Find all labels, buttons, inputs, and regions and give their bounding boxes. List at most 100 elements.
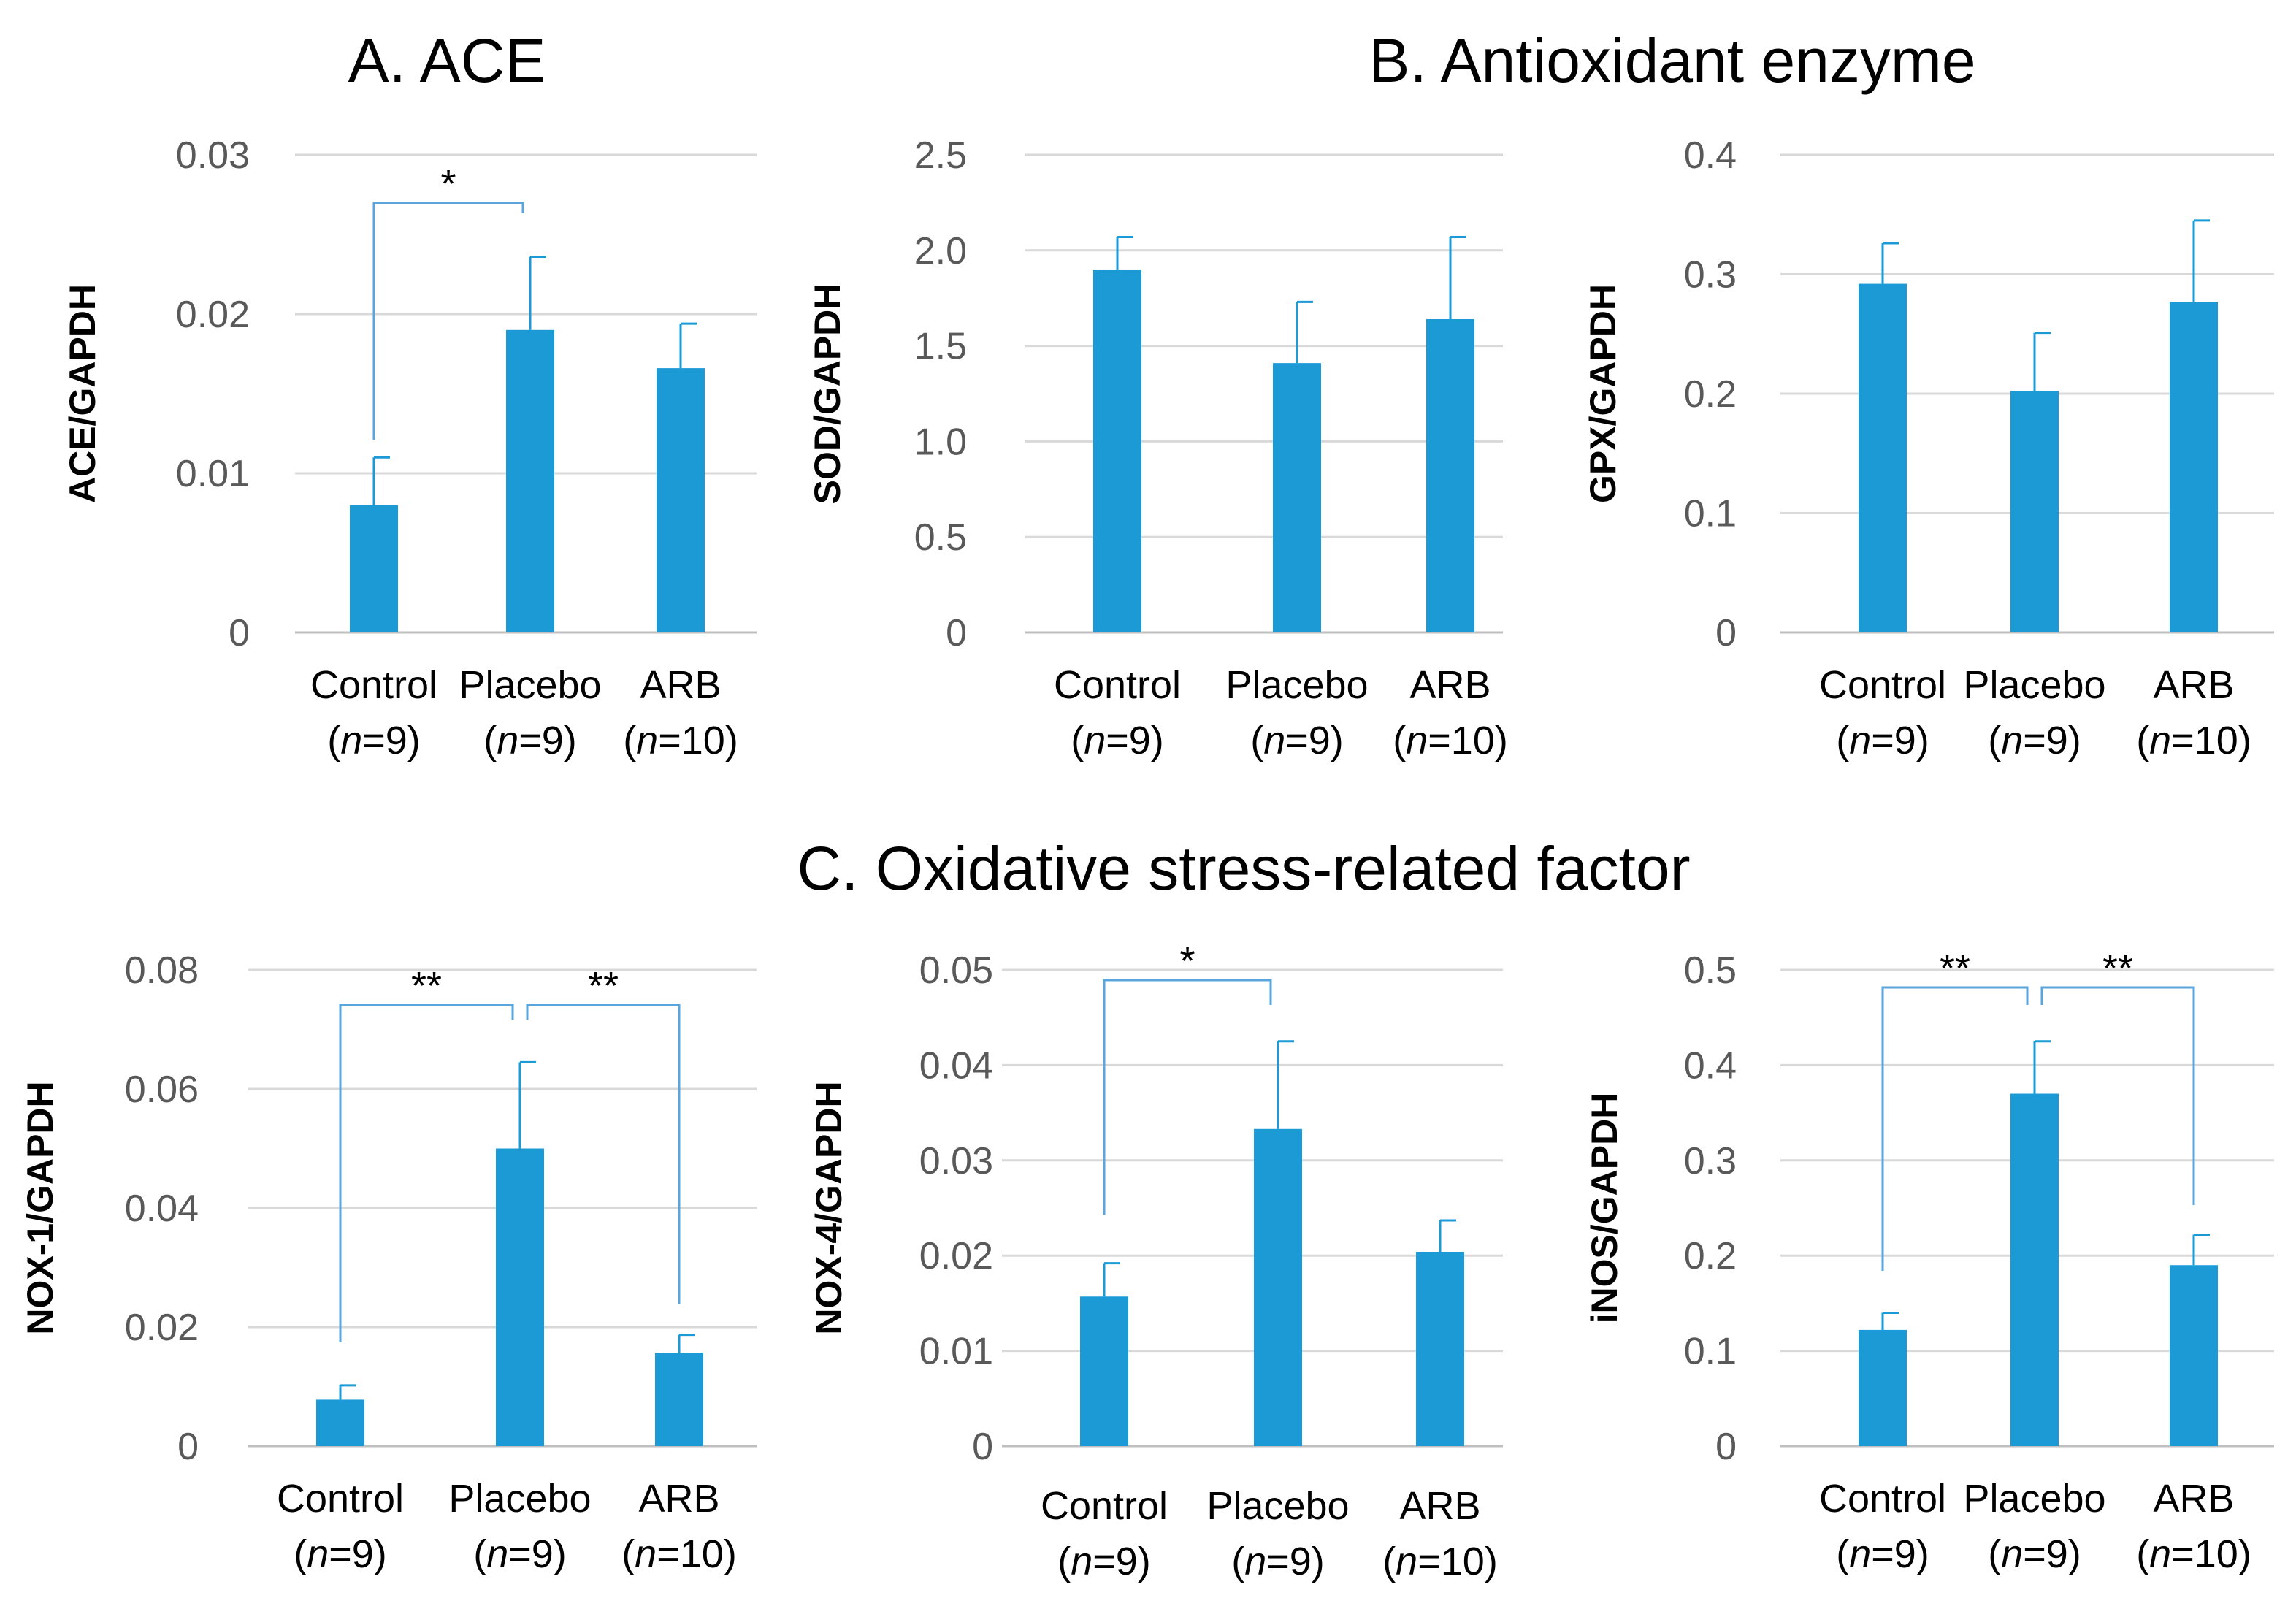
bar-control xyxy=(1859,283,1907,632)
bar-arb xyxy=(2170,1265,2218,1446)
y-tick-label: 0 xyxy=(1715,1426,1737,1468)
significance-marker: * xyxy=(440,162,456,206)
y-tick-label: 0.3 xyxy=(1684,1140,1737,1182)
sample-size-label: (n=10) xyxy=(1393,719,1508,762)
sample-size-label: (n=9) xyxy=(1231,1540,1325,1583)
bar-placebo xyxy=(1254,1128,1302,1446)
y-tick-label: 0.01 xyxy=(919,1331,993,1373)
y-tick-label: 2.0 xyxy=(914,230,967,272)
sample-size-label: (n=9) xyxy=(327,719,421,762)
y-tick-label: 1.5 xyxy=(914,326,967,368)
section-title-oxidative-stress: C. Oxidative stress-related factor xyxy=(797,834,1690,903)
category-label: Control xyxy=(1054,663,1181,707)
y-tick-label: 0.3 xyxy=(1684,254,1737,297)
significance-bracket xyxy=(372,202,524,440)
sample-size-label: (n=9) xyxy=(1250,719,1344,762)
y-tick-label: 0.5 xyxy=(914,516,967,559)
category-label: Placebo xyxy=(1206,1484,1349,1528)
bar-arb xyxy=(655,1353,703,1446)
bar-placebo xyxy=(506,329,554,632)
y-axis-label: ACE/GAPDH xyxy=(62,284,103,503)
y-tick-label: 0.02 xyxy=(125,1307,199,1349)
category-label: Placebo xyxy=(448,1477,591,1521)
y-tick-label: 0.08 xyxy=(125,949,199,992)
sample-size-label: (n=9) xyxy=(1988,1532,2081,1576)
y-tick-label: 0 xyxy=(972,1426,993,1468)
y-tick-label: 0.1 xyxy=(1684,1331,1737,1373)
chart-nox-4: 0 0.01 0.02 0.03 0.04 0.05 NOX-4/GAPDH Control (… xyxy=(808,939,1503,1583)
y-axis-label: NOX-1/GAPDH xyxy=(20,1081,61,1334)
y-tick-label: 1.0 xyxy=(914,421,967,463)
y-tick-label: 0.4 xyxy=(1684,134,1737,177)
bar-control xyxy=(350,505,398,632)
bar-placebo xyxy=(2010,391,2059,632)
category-label: ARB xyxy=(1399,1484,1480,1528)
bar-arb xyxy=(2170,302,2218,632)
y-tick-label: 0.02 xyxy=(919,1235,993,1277)
y-tick-label: 0.04 xyxy=(125,1188,199,1230)
y-axis-label: SOD/GAPDH xyxy=(807,283,848,505)
y-tick-label: 0 xyxy=(229,612,250,654)
sample-size-label: (n=10) xyxy=(621,1532,737,1576)
y-tick-label: 0.03 xyxy=(919,1140,993,1182)
bar-arb xyxy=(1416,1251,1464,1446)
sample-size-label: (n=10) xyxy=(1382,1540,1498,1583)
sample-size-label: (n=9) xyxy=(294,1532,387,1576)
chart-nox-1: 0 0.02 0.04 0.06 0.08 NOX-1/GAPDH Control (n=9)… xyxy=(20,949,757,1576)
category-label: ARB xyxy=(2153,663,2234,707)
sample-size-label: (n=10) xyxy=(2136,719,2251,762)
chart-panels: 0 0.01 0.02 0.03 ACE/GAPDH Control (n=9) Placeb… xyxy=(20,134,2274,1583)
y-tick-label: 0 xyxy=(1715,612,1737,654)
significance-marker: ** xyxy=(2102,947,2133,990)
sample-size-label: (n=9) xyxy=(1836,1532,1929,1576)
y-tick-label: 0.5 xyxy=(1684,949,1737,992)
y-tick-label: 0 xyxy=(177,1426,199,1468)
bar-control xyxy=(1859,1329,1907,1446)
y-tick-label: 0.02 xyxy=(176,294,250,336)
category-label: Placebo xyxy=(1225,663,1368,707)
significance-bracket xyxy=(1881,986,2029,1271)
significance-bracket xyxy=(1103,979,1272,1215)
y-axis-label: NOX-4/GAPDH xyxy=(808,1081,849,1334)
y-tick-label: 0.03 xyxy=(176,134,250,177)
chart-inos: 0 0.1 0.2 0.3 0.4 0.5 iNOS/GAPDH Control (n=9) Pl… xyxy=(1584,947,2274,1576)
category-label: Placebo xyxy=(459,663,601,707)
category-label: Placebo xyxy=(1963,663,2105,707)
bar-arb xyxy=(1426,318,1474,632)
category-label: Placebo xyxy=(1963,1477,2105,1521)
bar-control xyxy=(316,1399,364,1446)
sample-size-label: (n=9) xyxy=(1071,719,1164,762)
category-label: Control xyxy=(1819,663,1946,707)
sample-size-label: (n=9) xyxy=(483,719,577,762)
bar-control xyxy=(1093,269,1141,632)
y-tick-label: 0.06 xyxy=(125,1069,199,1111)
y-tick-label: 0.2 xyxy=(1684,1235,1737,1277)
bar-placebo xyxy=(496,1148,544,1446)
sample-size-label: (n=10) xyxy=(623,719,738,762)
bar-arb xyxy=(657,368,705,632)
category-label: ARB xyxy=(2153,1477,2234,1521)
sample-size-label: (n=9) xyxy=(473,1532,567,1576)
bar-placebo xyxy=(1273,363,1321,632)
y-tick-label: 2.5 xyxy=(914,134,967,177)
category-label: Control xyxy=(277,1477,404,1521)
bar-placebo xyxy=(2010,1093,2059,1446)
significance-bracket xyxy=(526,1004,681,1304)
significance-marker: ** xyxy=(588,964,619,1008)
section-title-ace: A. ACE xyxy=(348,26,546,95)
section-title-antioxidant: B. Antioxidant enzyme xyxy=(1369,26,1975,95)
sample-size-label: (n=10) xyxy=(2136,1532,2251,1576)
y-tick-label: 0.1 xyxy=(1684,493,1737,535)
category-label: ARB xyxy=(640,663,721,707)
y-tick-label: 0 xyxy=(946,612,967,654)
significance-marker: ** xyxy=(411,964,442,1008)
category-label: Control xyxy=(1819,1477,1946,1521)
y-tick-label: 0.04 xyxy=(919,1044,993,1087)
significance-marker: * xyxy=(1179,939,1195,983)
sample-size-label: (n=9) xyxy=(1836,719,1929,762)
y-axis-label: iNOS/GAPDH xyxy=(1584,1093,1625,1324)
category-label: ARB xyxy=(638,1477,719,1521)
y-tick-label: 0.2 xyxy=(1684,373,1737,416)
sample-size-label: (n=9) xyxy=(1988,719,2081,762)
